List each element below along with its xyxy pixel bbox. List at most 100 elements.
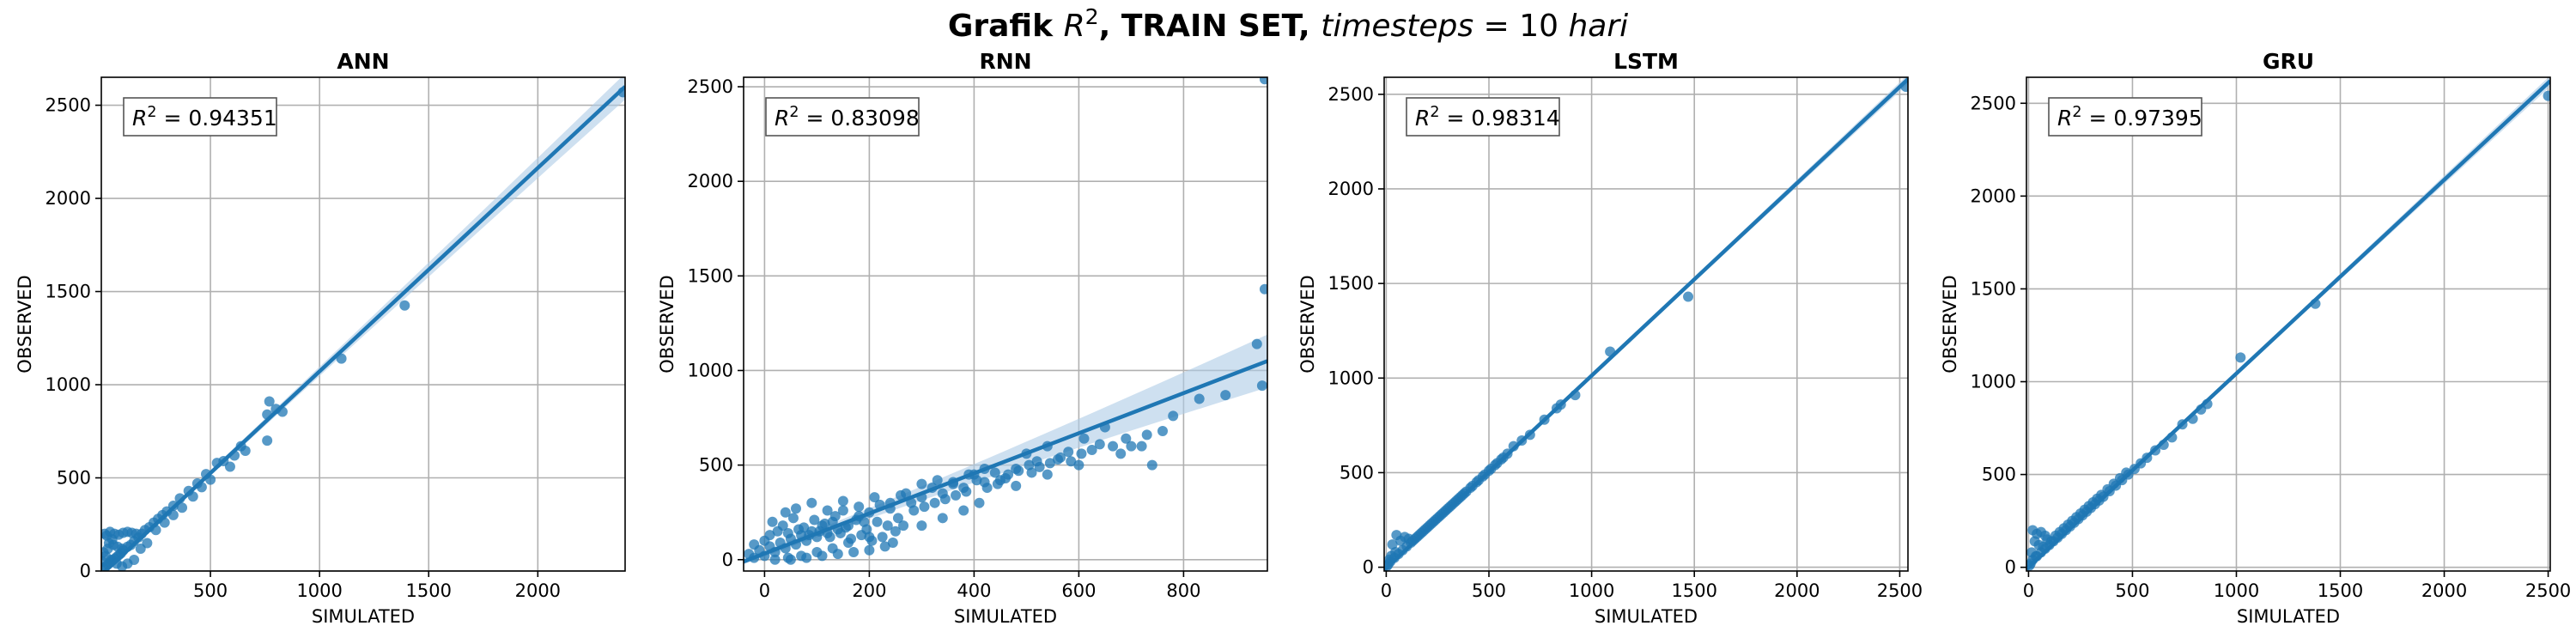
x-axis-label: SIMULATED <box>954 606 1057 627</box>
x-tick-label: 2500 <box>1877 580 1923 601</box>
panel-title: ANN <box>337 49 389 74</box>
grid <box>1384 77 1908 571</box>
y-axis-label: OBSERVED <box>15 275 35 373</box>
grid <box>2026 77 2550 571</box>
data-point <box>835 527 846 538</box>
x-tick-label: 1000 <box>1569 580 1614 601</box>
data-point <box>1115 448 1127 459</box>
x-tick-label: 400 <box>957 580 991 601</box>
data-point <box>890 526 901 537</box>
y-tick-label: 2500 <box>1328 84 1374 105</box>
y-tick-label: 1000 <box>46 374 91 395</box>
data-point <box>974 497 985 508</box>
axes-frame <box>2026 76 2551 572</box>
data-point <box>1251 338 1262 349</box>
scatter-points <box>744 77 1267 565</box>
regression-line <box>2026 79 2550 571</box>
data-point <box>872 516 883 527</box>
data-point <box>262 435 273 447</box>
data-point <box>806 497 817 508</box>
x-tick-label: 0 <box>759 580 770 601</box>
data-point <box>782 552 793 563</box>
y-axis-label: OBSERVED <box>1940 275 1960 373</box>
grid <box>744 77 1267 571</box>
y-tick-label: 1000 <box>1971 372 2016 392</box>
data-point <box>1066 456 1077 467</box>
panel-lstm: 0 500 1000 1500 2000 2500 0 500 1000 1500 2000 2500… <box>1297 49 1923 627</box>
figure-title: Grafik R2, TRAIN SET, timesteps = 10 har… <box>948 4 1628 45</box>
y-tick-label: 1500 <box>1328 273 1374 294</box>
x-axis-label: SIMULATED <box>1595 606 1698 627</box>
x-tick-label: 2000 <box>515 580 561 601</box>
data-point <box>854 501 865 513</box>
data-point <box>264 396 275 407</box>
data-point <box>1126 440 1137 452</box>
data-point <box>811 546 823 557</box>
r2-annotation: R2 = 0.83098 <box>765 97 920 137</box>
axes-frame <box>100 76 626 572</box>
y-tick-label: 1500 <box>1971 278 2016 299</box>
data-point <box>1094 439 1105 450</box>
y-tick-label: 0 <box>80 561 91 581</box>
data-point <box>989 467 1000 478</box>
x-axis-label: SIMULATED <box>312 606 415 627</box>
data-point <box>399 300 410 311</box>
y-tick-label: 0 <box>1363 557 1374 578</box>
data-point <box>1136 440 1147 452</box>
y-tick-label: 1500 <box>46 282 91 302</box>
x-tick-label: 500 <box>2115 580 2149 601</box>
x-tick-label: 0 <box>1381 580 1392 601</box>
y-tick-label: 1000 <box>1328 368 1374 388</box>
data-point <box>793 524 805 535</box>
data-point <box>809 514 820 526</box>
panel-title: GRU <box>2263 49 2314 74</box>
data-point <box>772 526 783 537</box>
panel-title: RNN <box>979 49 1031 74</box>
data-point <box>971 475 982 486</box>
data-point <box>1011 480 1022 491</box>
x-tick-label: 1000 <box>2214 580 2259 601</box>
data-point <box>1259 283 1267 295</box>
data-point <box>1220 390 1231 401</box>
data-point <box>882 520 893 532</box>
y-tick-label: 500 <box>1340 462 1374 483</box>
data-point <box>177 502 188 513</box>
data-point <box>1034 461 1045 472</box>
data-point <box>764 530 775 541</box>
x-tick-label: 1000 <box>296 580 342 601</box>
data-point <box>1194 393 1205 404</box>
y-tick-label: 0 <box>722 550 733 570</box>
data-point <box>240 446 251 457</box>
data-point <box>1042 469 1053 480</box>
data-point <box>837 495 848 507</box>
data-point <box>1256 380 1267 392</box>
data-point <box>1063 447 1074 458</box>
data-point <box>142 538 153 549</box>
panels: 500 1000 1500 2000 0 500 1000 1500 2000 2500 ANN SI… <box>15 49 2571 627</box>
regression-line <box>744 359 1267 564</box>
data-point <box>1076 448 1087 459</box>
data-point <box>102 543 113 554</box>
r2-annotation: R2 = 0.97395 <box>2048 97 2202 137</box>
confidence-band <box>103 77 625 571</box>
data-point <box>916 520 927 532</box>
x-tick-label: 1500 <box>2318 580 2363 601</box>
data-point <box>901 488 912 499</box>
data-point <box>101 556 108 568</box>
data-point <box>843 537 854 548</box>
data-point <box>898 520 909 532</box>
data-point <box>1026 467 1037 478</box>
x-tick-label: 1500 <box>406 580 452 601</box>
data-point <box>929 497 940 508</box>
data-point <box>939 494 951 505</box>
data-point <box>864 544 875 556</box>
data-point <box>1141 429 1152 440</box>
r2-value: R2 = 0.83098 <box>775 104 920 131</box>
y-tick-label: 2000 <box>1971 185 2016 206</box>
axes-frame <box>1383 76 1909 572</box>
x-tick-label: 500 <box>193 580 228 601</box>
y-tick-label: 500 <box>57 468 91 489</box>
y-tick-label: 0 <box>2005 557 2016 578</box>
confidence-band <box>744 334 1267 565</box>
y-tick-label: 500 <box>699 455 733 476</box>
